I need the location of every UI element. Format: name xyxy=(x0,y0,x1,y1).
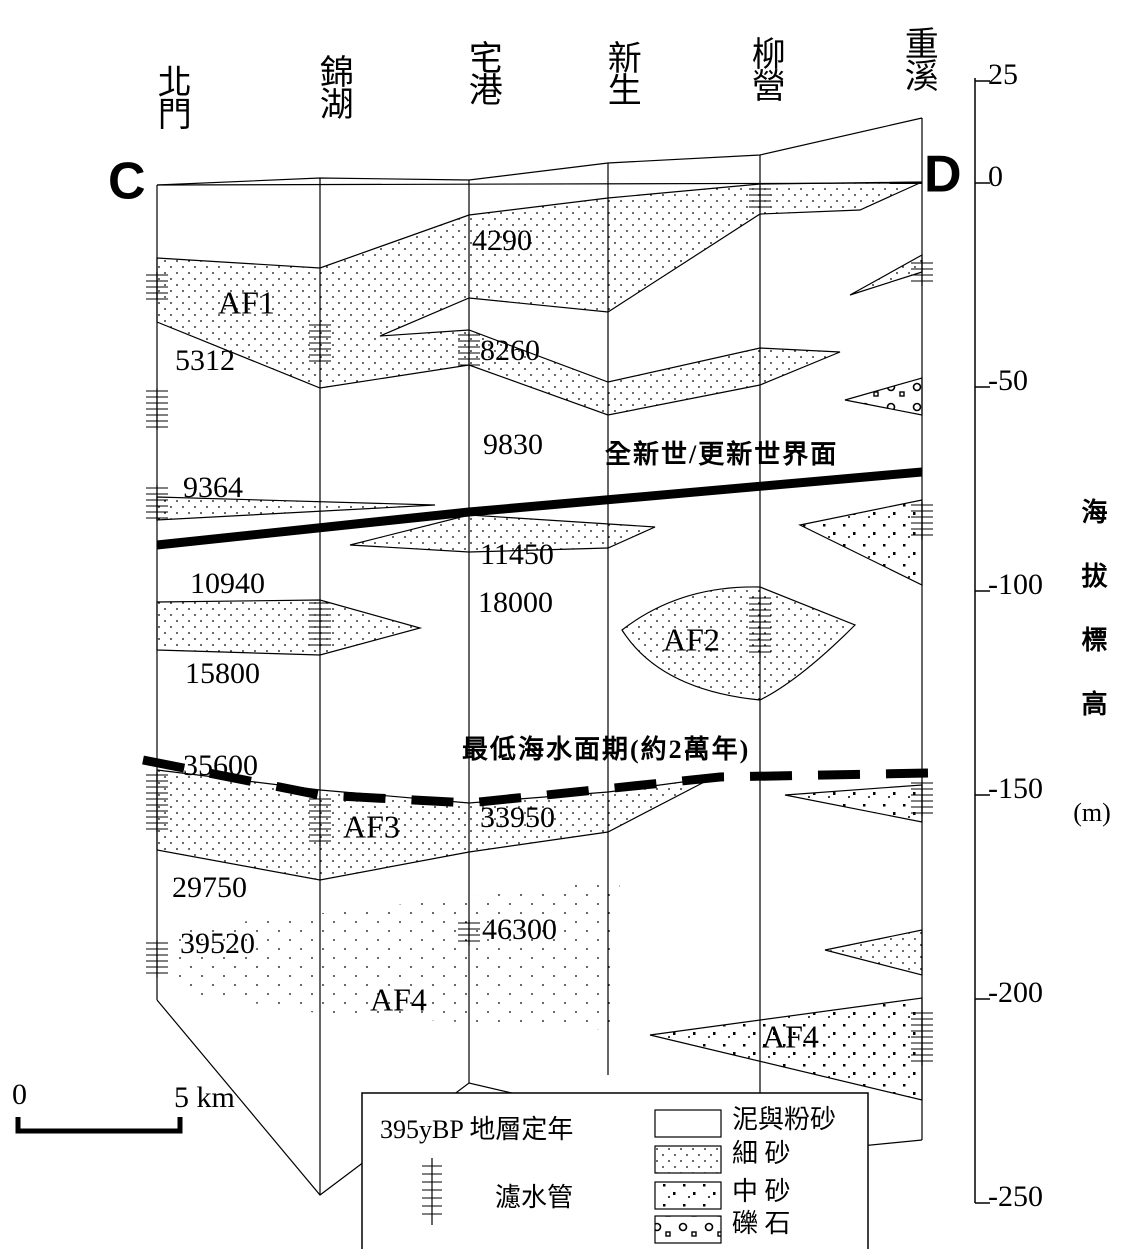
legend-label: 濾水管 xyxy=(495,1183,573,1212)
well-name: 宅港 xyxy=(463,40,501,105)
unit-label: AF1 xyxy=(218,284,275,320)
well-name: 北門 xyxy=(152,64,190,130)
age-label: 39520 xyxy=(180,927,255,960)
scale-label: 0 xyxy=(12,1078,27,1111)
legend-label: 細 砂 xyxy=(732,1139,791,1168)
age-label: 4290 xyxy=(472,224,532,257)
legend-label: 礫 石 xyxy=(732,1209,791,1238)
legend-label: 泥與粉砂 xyxy=(732,1105,836,1134)
age-label: 9830 xyxy=(483,428,543,461)
axis-tick-label: -150 xyxy=(988,772,1043,805)
legend-label: 中 砂 xyxy=(732,1177,791,1206)
well-name: 新生 xyxy=(602,40,640,104)
unit-label: AF3 xyxy=(343,808,400,844)
unit-label: AF4 xyxy=(762,1018,819,1054)
axis-tick-label: 25 xyxy=(988,58,1018,91)
age-label: 8260 xyxy=(480,334,540,367)
age-label: 10940 xyxy=(190,567,265,600)
cross-section: 北門 錦湖 宅港 新生 柳營 重溪 C D 4290 5312 8260 983… xyxy=(0,0,1125,1249)
boundary-label: 最低海水面期(約2萬年) xyxy=(462,734,750,764)
axis-unit: (m) xyxy=(1073,798,1111,827)
axis-tick-label: -200 xyxy=(988,976,1043,1009)
axis-tick-label: -100 xyxy=(988,568,1043,601)
axis-tick-label: 0 xyxy=(988,160,1003,193)
section-start: C xyxy=(108,153,146,211)
axis-tick-label: -50 xyxy=(988,364,1028,397)
age-label: 15800 xyxy=(185,657,260,690)
well-name: 重溪 xyxy=(899,26,937,92)
elevation-axis xyxy=(975,78,990,1203)
scale-label: 5 km xyxy=(174,1081,235,1114)
section-end: D xyxy=(924,146,962,204)
age-label: 11450 xyxy=(480,538,554,571)
axis-tick-label: -250 xyxy=(988,1180,1043,1213)
well-name: 柳營 xyxy=(746,36,784,102)
age-label: 29750 xyxy=(172,871,247,904)
age-label: 9364 xyxy=(183,471,243,504)
age-label: 5312 xyxy=(175,344,235,377)
unit-label: AF4 xyxy=(370,981,427,1017)
age-label: 18000 xyxy=(478,586,553,619)
age-label: 35600 xyxy=(183,749,258,782)
scale-bar xyxy=(18,1117,180,1131)
unit-label: AF2 xyxy=(663,621,720,657)
well-name: 錦湖 xyxy=(314,54,353,120)
age-label: 46300 xyxy=(482,913,557,946)
boundary-label: 全新世/更新世界面 xyxy=(605,439,838,469)
axis-label: 海拔標高 xyxy=(1078,498,1107,754)
age-label: 33950 xyxy=(480,801,555,834)
legend-label: 395yBP 地層定年 xyxy=(380,1115,573,1144)
